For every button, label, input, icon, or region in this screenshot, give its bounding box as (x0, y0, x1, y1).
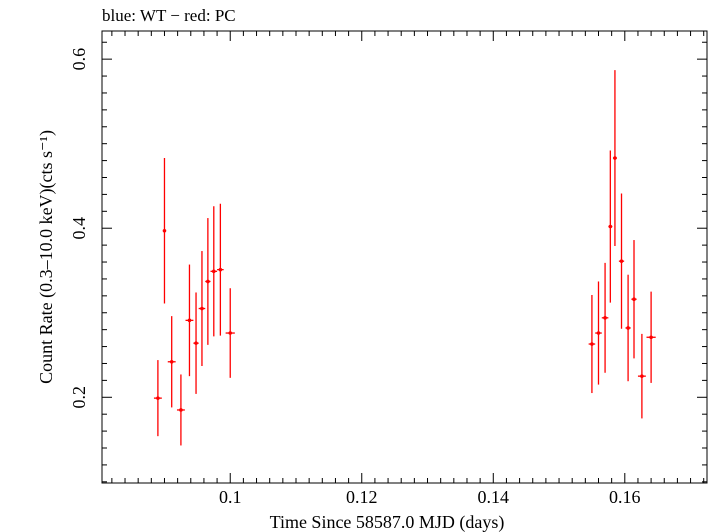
y-tick-label: 0.4 (69, 217, 89, 240)
y-tick-label: 0.6 (69, 48, 89, 70)
point-marker (162, 228, 167, 233)
point-marker (640, 374, 644, 378)
data-point (608, 150, 613, 303)
data-point (153, 360, 162, 437)
point-marker (590, 342, 594, 346)
point-marker (194, 341, 198, 345)
y-tick-labels: 0.2 0.4 0.6 (69, 48, 89, 409)
point-marker (619, 259, 624, 263)
x-tick-label: 0.14 (478, 487, 510, 507)
data-points (153, 70, 656, 446)
point-marker (603, 316, 607, 320)
point-marker (608, 224, 613, 229)
data-point (225, 288, 235, 378)
point-marker (228, 331, 233, 335)
data-point (198, 251, 206, 367)
x-tick-label: 0.1 (219, 487, 242, 507)
x-tick-label: 0.16 (609, 487, 641, 507)
point-marker (218, 267, 223, 272)
point-marker (187, 318, 192, 323)
point-marker (200, 306, 204, 311)
data-point (162, 158, 167, 304)
point-marker (156, 396, 160, 400)
point-marker (626, 326, 630, 330)
x-tick-label: 0.12 (346, 487, 378, 507)
data-point (185, 264, 194, 377)
data-point (625, 274, 631, 382)
data-point (637, 333, 646, 419)
x-tick-labels: 0.1 0.12 0.14 0.16 (219, 487, 641, 507)
data-point (612, 70, 617, 246)
point-marker (649, 335, 653, 340)
data-point (588, 294, 596, 394)
point-marker (613, 156, 617, 160)
y-tick-label: 0.2 (69, 386, 89, 409)
data-point (601, 262, 609, 373)
x-axis-label: Time Since 58587.0 MJD (days) (270, 512, 505, 532)
data-point (193, 292, 199, 394)
data-point (176, 374, 185, 446)
point-marker (211, 269, 216, 274)
y-axis-label: Count Rate (0.3–10.0 keV)(cts s⁻¹) (36, 130, 57, 384)
axis-ticks (102, 31, 707, 483)
point-marker (179, 408, 183, 412)
data-point (631, 240, 637, 359)
data-point (205, 218, 211, 345)
point-marker (596, 331, 601, 335)
data-point (646, 291, 656, 383)
data-point (618, 193, 625, 329)
data-point (167, 316, 176, 408)
point-marker (206, 279, 210, 284)
data-point (595, 281, 602, 385)
point-marker (632, 297, 636, 302)
point-marker (169, 359, 174, 364)
chart-title: blue: WT − red: PC (102, 6, 236, 25)
data-point (210, 206, 218, 337)
data-point (217, 203, 224, 336)
plot-frame (101, 30, 708, 484)
